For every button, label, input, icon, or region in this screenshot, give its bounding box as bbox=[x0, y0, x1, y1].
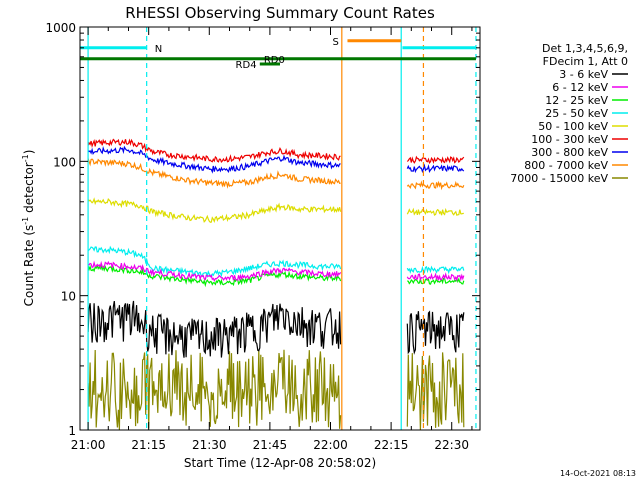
legend-entry-label: 7000 - 15000 keV bbox=[510, 172, 608, 185]
timestamp: 14-Oct-2021 08:13 bbox=[560, 469, 636, 478]
series-line bbox=[87, 197, 342, 223]
series-line bbox=[87, 349, 342, 430]
flag-label-RD4: RD4 bbox=[236, 60, 257, 71]
y-axis-label: Count Rate (s-1 detector-1) bbox=[21, 150, 36, 307]
legend-entry-label: 50 - 100 keV bbox=[538, 120, 608, 133]
series-line bbox=[87, 300, 342, 358]
series-line-post-gap bbox=[406, 310, 465, 355]
series-300-800keV bbox=[87, 145, 465, 174]
plot-frame bbox=[79, 26, 481, 431]
x-tick-label: 22:30 bbox=[434, 438, 469, 452]
x-tick-label: 22:00 bbox=[313, 438, 348, 452]
x-tick-label: 21:00 bbox=[71, 438, 106, 452]
series-line-post-gap bbox=[406, 265, 465, 275]
series-50-100keV bbox=[87, 197, 464, 223]
y-axis-label-sup2: -1 bbox=[21, 154, 30, 162]
series-layer bbox=[87, 138, 465, 431]
legend: Det 1,3,4,5,6,9,FDecim 1, Att 03 - 6 keV… bbox=[510, 42, 628, 185]
x-axis: 21:00 21:15 21:30 21:45 22:00 22:15 22:30 bbox=[71, 27, 473, 452]
y-tick-label: 100 bbox=[53, 155, 76, 169]
y-axis: 1 10 100 1000 bbox=[45, 21, 480, 438]
chart-title: RHESSI Observing Summary Count Rates bbox=[125, 4, 435, 22]
legend-entry-label: 6 - 12 keV bbox=[552, 81, 608, 94]
series-line bbox=[87, 138, 341, 163]
series-line bbox=[87, 145, 341, 174]
series-12-25keV bbox=[87, 263, 465, 288]
x-tick-label: 21:30 bbox=[192, 438, 227, 452]
overlay-layer: N S RD0 RD4 bbox=[80, 27, 477, 430]
y-axis-label-end: ) bbox=[22, 150, 36, 155]
flag-label-N: N bbox=[155, 44, 162, 55]
series-line bbox=[87, 158, 341, 189]
series-line-post-gap bbox=[406, 207, 464, 216]
y-axis-label-main: Count Rate (s bbox=[22, 225, 36, 307]
series-line bbox=[87, 260, 342, 282]
series-3-6keV bbox=[87, 300, 465, 358]
series-25-50keV bbox=[87, 245, 465, 279]
flag-label-RD0: RD0 bbox=[264, 55, 285, 66]
series-line-post-gap bbox=[406, 272, 465, 282]
legend-entry-label: 12 - 25 keV bbox=[545, 94, 608, 107]
series-line-post-gap bbox=[406, 163, 465, 174]
series-line-post-gap bbox=[406, 155, 465, 165]
legend-entry-label: 100 - 300 keV bbox=[531, 133, 608, 146]
series-line bbox=[87, 263, 342, 288]
series-800-7000keV bbox=[87, 158, 465, 191]
legend-entry-label: 800 - 7000 keV bbox=[524, 159, 608, 172]
series-100-300keV bbox=[87, 138, 465, 165]
x-tick-label: 21:15 bbox=[131, 438, 166, 452]
series-line-post-gap bbox=[406, 352, 465, 431]
flag-label-S: S bbox=[333, 37, 339, 48]
series-6-12keV bbox=[87, 260, 465, 282]
x-axis-label: Start Time (12-Apr-08 20:58:02) bbox=[184, 456, 376, 470]
y-axis-label-mid: detector bbox=[22, 162, 36, 217]
y-tick-label: 10 bbox=[61, 290, 76, 304]
legend-entry-label: 25 - 50 keV bbox=[545, 107, 608, 120]
x-tick-label: 22:15 bbox=[374, 438, 409, 452]
legend-entry-label: 300 - 800 keV bbox=[531, 146, 608, 159]
y-tick-label: 1000 bbox=[45, 21, 76, 35]
series-line bbox=[87, 245, 342, 279]
series-line-post-gap bbox=[407, 276, 465, 285]
series-line-post-gap bbox=[406, 180, 465, 191]
series-7000-15000keV bbox=[87, 349, 465, 431]
y-axis-label-sup1: -1 bbox=[21, 217, 30, 225]
x-tick-label: 21:45 bbox=[253, 438, 288, 452]
legend-entry-label: 3 - 6 keV bbox=[559, 68, 608, 81]
legend-header-line: Det 1,3,4,5,6,9, bbox=[542, 42, 628, 55]
legend-header-line: FDecim 1, Att 0 bbox=[543, 55, 628, 68]
y-tick-label: 1 bbox=[68, 424, 76, 438]
